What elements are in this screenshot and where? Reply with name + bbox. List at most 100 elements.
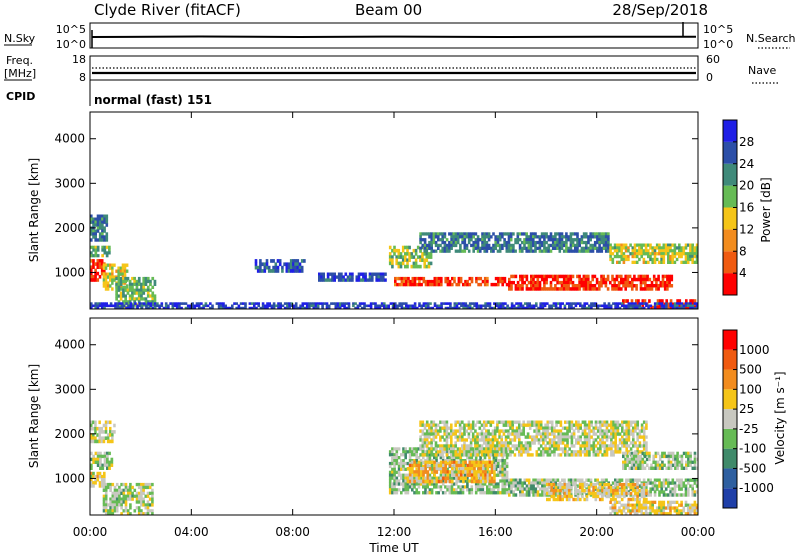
heat-cell [507, 429, 510, 432]
heat-cell [536, 435, 539, 438]
heat-cell [638, 258, 641, 261]
heat-cell [109, 421, 112, 425]
heat-cell [568, 498, 571, 501]
heat-cell [97, 254, 100, 257]
heat-cell [586, 483, 589, 486]
colorbar-swatch [723, 251, 737, 273]
heat-cell [535, 487, 538, 490]
heat-cell [658, 302, 661, 305]
heat-cell [97, 478, 100, 482]
power-colorbar-label: Power [dB] [759, 177, 773, 242]
heat-cell [581, 483, 584, 486]
heat-cell [546, 489, 549, 492]
heat-cell [161, 305, 164, 308]
heat-cell [490, 447, 493, 450]
heat-cell [426, 438, 429, 441]
heat-cell [455, 473, 458, 477]
heat-cell [606, 453, 609, 456]
heat-cell [641, 424, 644, 427]
heat-cell [634, 441, 637, 444]
heat-cell [519, 244, 522, 247]
heat-cell [124, 289, 127, 292]
heat-cell [364, 275, 367, 278]
heat-cell [532, 278, 535, 282]
heat-cell [104, 246, 107, 249]
heat-cell [131, 294, 134, 297]
heat-cell [523, 244, 526, 247]
heat-cell [118, 286, 121, 289]
heat-cell [468, 432, 471, 435]
heat-cell [470, 232, 473, 235]
heat-cell [398, 488, 401, 491]
station-title: Clyde River (fitACF) [94, 1, 241, 19]
heat-cell [99, 467, 102, 470]
heat-cell [687, 487, 690, 490]
heat-cell [596, 278, 599, 282]
heat-cell [459, 447, 462, 450]
heat-cell [507, 444, 510, 447]
heat-cell [470, 238, 473, 241]
heat-cell [109, 486, 112, 489]
heat-cell [521, 484, 524, 487]
heat-cell [482, 477, 485, 481]
heat-cell [636, 447, 639, 450]
heat-cell [279, 305, 282, 308]
heat-cell [429, 467, 432, 471]
heat-cell [149, 283, 152, 286]
heat-cell [124, 286, 127, 289]
heat-cell [479, 427, 482, 430]
heat-cell [612, 246, 615, 249]
heat-cell [660, 481, 663, 484]
heat-cell [393, 252, 396, 256]
heat-cell [579, 435, 582, 438]
heat-cell [440, 277, 443, 280]
heat-cell [568, 483, 571, 486]
heat-cell [145, 277, 148, 280]
heat-cell [619, 432, 622, 435]
heat-cell [104, 455, 107, 458]
heat-cell [645, 444, 648, 447]
heat-cell [595, 432, 598, 435]
heat-cell [542, 441, 545, 444]
heat-cell [105, 430, 108, 434]
heat-cell [543, 481, 546, 484]
heat-cell [133, 289, 136, 292]
heat-cell [444, 232, 447, 235]
heat-cell [604, 441, 607, 444]
heat-cell [97, 278, 100, 282]
heat-cell [423, 262, 426, 266]
heat-cell [108, 246, 111, 249]
heat-cell [472, 432, 475, 435]
heat-cell [138, 280, 141, 283]
heat-cell [400, 252, 403, 256]
heat-cell [92, 472, 95, 476]
heat-cell [142, 492, 145, 495]
heat-cell [396, 459, 399, 462]
heat-cell [636, 492, 639, 495]
colorbar-tick-label: 16 [739, 201, 754, 215]
heat-cell [588, 486, 591, 489]
heat-cell [396, 491, 399, 494]
heat-cell [599, 450, 602, 453]
heat-cell [430, 444, 433, 447]
heat-cell [402, 249, 405, 253]
heat-cell [560, 424, 563, 427]
heat-cell [594, 275, 597, 279]
heat-cell [147, 495, 150, 498]
heat-cell [151, 503, 154, 506]
heat-cell [418, 485, 421, 488]
heat-cell [369, 278, 372, 281]
heat-cell [597, 435, 600, 438]
heat-cell [429, 461, 432, 465]
heat-cell [145, 283, 148, 286]
heat-cell [588, 441, 591, 444]
heat-cell [623, 261, 626, 264]
heat-cell [566, 438, 569, 441]
heat-cell [579, 492, 582, 495]
heat-cell [541, 241, 544, 244]
heat-cell [481, 444, 484, 447]
heat-cell [494, 435, 497, 438]
heat-cell [471, 277, 474, 280]
heat-cell [415, 488, 418, 491]
heat-cell [643, 429, 646, 432]
